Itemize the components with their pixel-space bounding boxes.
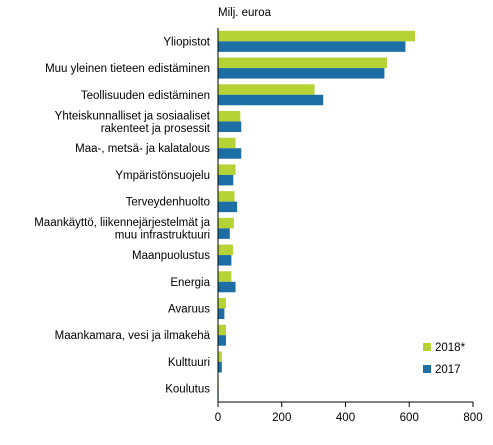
bar-series2-cat1 <box>218 68 385 79</box>
category-label: Terveydenhuolto <box>126 197 210 209</box>
bar-series2-cat8 <box>218 255 232 266</box>
bar-series1-cat3 <box>218 111 241 122</box>
category-label: Ympäristönsuojelu <box>115 170 210 182</box>
x-axis-ticks: 0 200 400 600 800 <box>215 402 483 424</box>
bar-series1-cat11 <box>218 324 226 336</box>
bar-series1-cat6 <box>218 191 235 202</box>
bar-series1-cat9 <box>218 271 232 282</box>
category-label: Koulutus <box>165 384 210 396</box>
bar-series2-cat9 <box>218 281 236 293</box>
bar-series1-cat7 <box>218 217 234 229</box>
legend: 2018* 2017 <box>423 342 466 376</box>
bar-series1-cat0 <box>218 30 415 42</box>
category-label: Energia <box>170 277 210 289</box>
bar-series1-cat2 <box>218 84 315 95</box>
category-label: Teollisuuden edistäminen <box>81 90 210 102</box>
legend-swatch <box>423 365 431 373</box>
bar-series2-cat0 <box>218 41 406 52</box>
bar-series1-cat10 <box>218 298 226 309</box>
bar-series2-cat2 <box>218 94 324 106</box>
bar-series2-cat11 <box>218 335 226 346</box>
category-label: Muu yleinen tieteen edistäminen <box>45 63 210 75</box>
x-tick-label: 200 <box>272 412 291 424</box>
bar-series1-cat8 <box>218 244 233 256</box>
category-label: Maankäyttö, liikennejärjestelmät ja muu i… <box>34 217 210 242</box>
bar-series2-cat12 <box>218 361 222 373</box>
legend-swatch <box>423 343 431 351</box>
bar-series1-cat1 <box>218 57 387 69</box>
bar-series2-cat7 <box>218 228 230 239</box>
category-label: Maankamara, vesi ja ilmakehä <box>55 330 211 342</box>
bar-series2-cat6 <box>218 201 238 213</box>
x-tick-label: 400 <box>336 412 355 424</box>
category-label: Yliopistot <box>163 36 210 48</box>
unit-label: Milj. euroa <box>218 7 272 19</box>
category-label: Avaruus <box>168 304 210 316</box>
bar-series1-cat12 <box>218 351 222 362</box>
category-label: Kulttuuri <box>168 357 210 369</box>
bar-series2-cat4 <box>218 148 242 159</box>
category-label: Maa-, metsä- ja kalatalous <box>75 143 210 155</box>
bar-series1-cat4 <box>218 137 236 149</box>
legend-label: 2018* <box>435 342 466 354</box>
category-label: Yhteiskunnalliset ja sosiaaliset rakentee… <box>55 110 211 135</box>
x-tick-label: 0 <box>215 412 221 424</box>
bar-series2-cat5 <box>218 174 234 186</box>
bar-series1-cat5 <box>218 164 236 175</box>
bar-series2-cat3 <box>218 121 242 132</box>
x-tick-label: 800 <box>463 412 482 424</box>
bars-group <box>218 30 415 400</box>
legend-label: 2017 <box>435 364 461 376</box>
category-label: Maanpuolustus <box>132 250 210 262</box>
x-tick-label: 600 <box>400 412 419 424</box>
category-labels: Yliopistot Muu yleinen tieteen edistämine… <box>34 36 211 395</box>
bar-series2-cat10 <box>218 308 225 319</box>
